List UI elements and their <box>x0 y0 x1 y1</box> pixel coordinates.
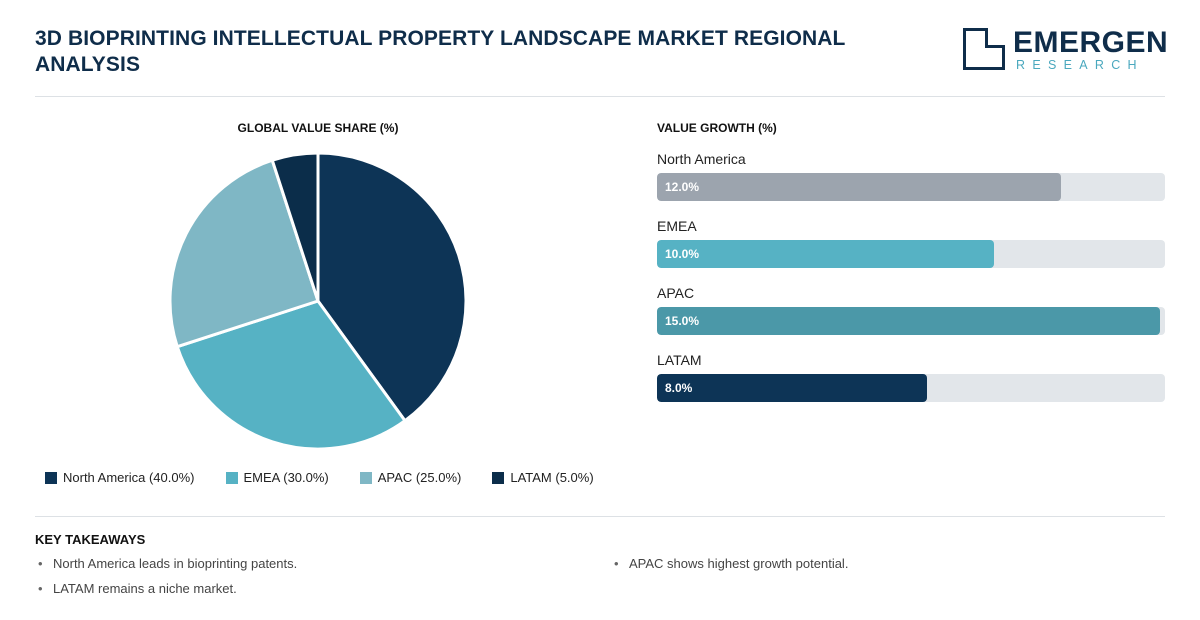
legend-label: APAC (25.0%) <box>377 470 462 485</box>
bar-row-latam: LATAM 8.0% <box>657 351 1165 402</box>
legend-item-apac: APAC (25.0%) <box>359 470 462 485</box>
bar-fill-latam <box>657 374 927 402</box>
legend-swatch <box>492 471 505 484</box>
legend-swatch <box>359 471 372 484</box>
legend-item-emea: EMEA (30.0%) <box>225 470 329 485</box>
header: 3D BIOPRINTING INTELLECTUAL PROPERTY LAN… <box>35 24 1168 97</box>
logo-mark-icon <box>963 28 1005 70</box>
pie-chart <box>168 151 468 451</box>
logo-wordmark: EMERGEN <box>1013 26 1169 59</box>
bar-fill-north-america <box>657 173 1062 201</box>
legend-label: North America (40.0%) <box>63 470 195 485</box>
bar-fill-emea <box>657 240 994 268</box>
legend-swatch <box>225 471 238 484</box>
bar-category-label: EMEA <box>657 218 697 234</box>
pie-slice-emea <box>175 299 407 451</box>
bar-row-apac: APAC 15.0% <box>657 284 1165 335</box>
bar-track: 12.0% <box>657 173 1165 201</box>
bar-category-label: APAC <box>657 285 695 301</box>
bar-value-label: 8.0% <box>665 381 693 395</box>
pie-legend: North America (40.0%) EMEA (30.0%) APAC … <box>45 470 625 485</box>
bar-category-label: North America <box>657 151 746 167</box>
bar-value-label: 12.0% <box>665 180 700 194</box>
legend-swatch <box>45 471 57 484</box>
key-takeaways-title: KEY TAKEAWAYS <box>35 532 146 547</box>
section-divider <box>35 516 1165 517</box>
logo-subtitle: RESEARCH <box>1016 58 1144 72</box>
pie-slice-latam <box>270 151 320 303</box>
bar-track: 15.0% <box>657 307 1165 335</box>
bar-row-emea: EMEA 10.0% <box>657 217 1165 268</box>
legend-item-latam: LATAM (5.0%) <box>492 470 594 485</box>
bar-value-label: 10.0% <box>665 247 700 261</box>
bar-row-north-america: North America 12.0% <box>657 150 1165 201</box>
legend-label: EMEA (30.0%) <box>243 470 329 485</box>
takeaway-item: APAC shows highest growth potential. <box>614 556 848 571</box>
bar-track: 8.0% <box>657 374 1165 402</box>
bar-value-label: 15.0% <box>665 314 700 328</box>
legend-item-north-america: North America (40.0%) <box>45 470 195 485</box>
legend-label: LATAM (5.0%) <box>510 470 594 485</box>
pie-slice-apac <box>168 158 320 349</box>
takeaway-item: North America leads in bioprinting paten… <box>38 556 297 571</box>
takeaway-item: LATAM remains a niche market. <box>38 581 237 596</box>
bar-fill-apac <box>657 307 1160 335</box>
logo: EMERGEN RESEARCH <box>963 27 1168 78</box>
bar-category-label: LATAM <box>657 352 702 368</box>
bar-track: 10.0% <box>657 240 1165 268</box>
bar-chart-title: VALUE GROWTH (%) <box>657 121 777 135</box>
page-title: 3D BIOPRINTING INTELLECTUAL PROPERTY LAN… <box>35 27 846 76</box>
pie-chart-title: GLOBAL VALUE SHARE (%) <box>237 121 399 135</box>
pie-slice-north-america <box>316 151 468 423</box>
